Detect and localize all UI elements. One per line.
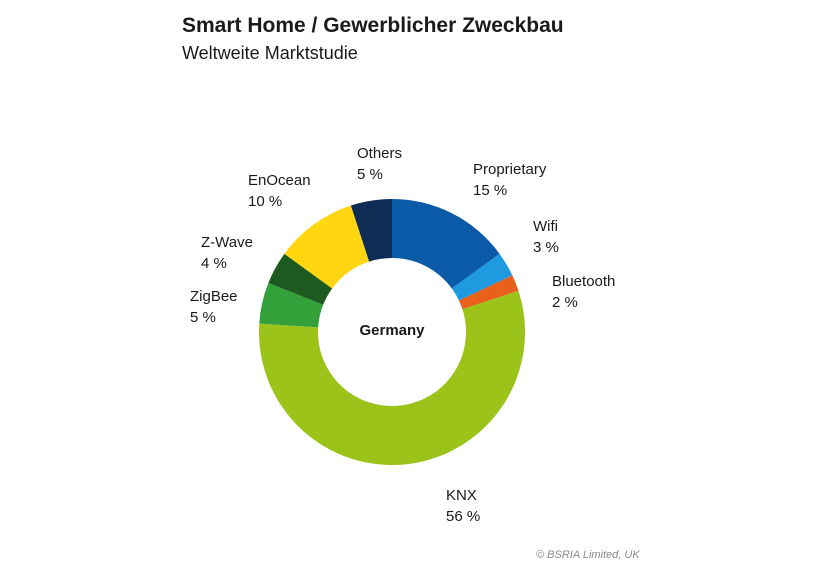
label-knx: KNX 56 %: [446, 485, 480, 527]
center-label: Germany: [359, 322, 425, 339]
chart-title: Smart Home / Gewerblicher Zweckbau: [182, 14, 564, 37]
copyright-note: © BSRIA Limited, UK: [536, 549, 640, 561]
slice-zigbee: [259, 283, 324, 328]
slice-z-wave: [268, 253, 333, 305]
label-zwave: Z-Wave 4 %: [201, 232, 253, 274]
label-proprietary: Proprietary 15 %: [473, 159, 546, 201]
label-bluetooth: Bluetooth 2 %: [552, 271, 615, 313]
label-knx-value: 56 %: [446, 508, 481, 525]
slice-bluetooth: [458, 275, 519, 310]
slice-others: [350, 199, 392, 262]
label-wifi-name: Wifi: [533, 218, 558, 235]
label-others: Others 5 %: [357, 143, 402, 185]
chart-subtitle: Weltweite Marktstudie: [182, 43, 358, 63]
label-bluetooth-name: Bluetooth: [552, 273, 616, 290]
label-enocean: EnOcean 10 %: [248, 170, 311, 212]
label-proprietary-value: 15 %: [473, 182, 508, 199]
label-enocean-name: EnOcean: [248, 172, 311, 189]
label-zwave-value: 4 %: [201, 255, 227, 272]
slice-knx: [259, 290, 525, 465]
label-wifi: Wifi 3 %: [533, 216, 559, 258]
slice-proprietary: [392, 199, 500, 289]
label-zigbee-value: 5 %: [190, 309, 216, 326]
slice-wifi: [451, 253, 513, 301]
label-others-name: Others: [357, 145, 403, 162]
label-knx-name: KNX: [446, 487, 477, 504]
label-zwave-name: Z-Wave: [201, 234, 253, 251]
label-others-value: 5 %: [357, 166, 383, 183]
slice-enocean: [284, 205, 370, 289]
label-bluetooth-value: 2 %: [552, 294, 578, 311]
label-zigbee-name: ZigBee: [190, 288, 238, 305]
label-wifi-value: 3 %: [533, 239, 559, 256]
label-enocean-value: 10 %: [248, 193, 283, 210]
label-proprietary-name: Proprietary: [473, 161, 547, 178]
label-zigbee: ZigBee 5 %: [190, 286, 238, 328]
